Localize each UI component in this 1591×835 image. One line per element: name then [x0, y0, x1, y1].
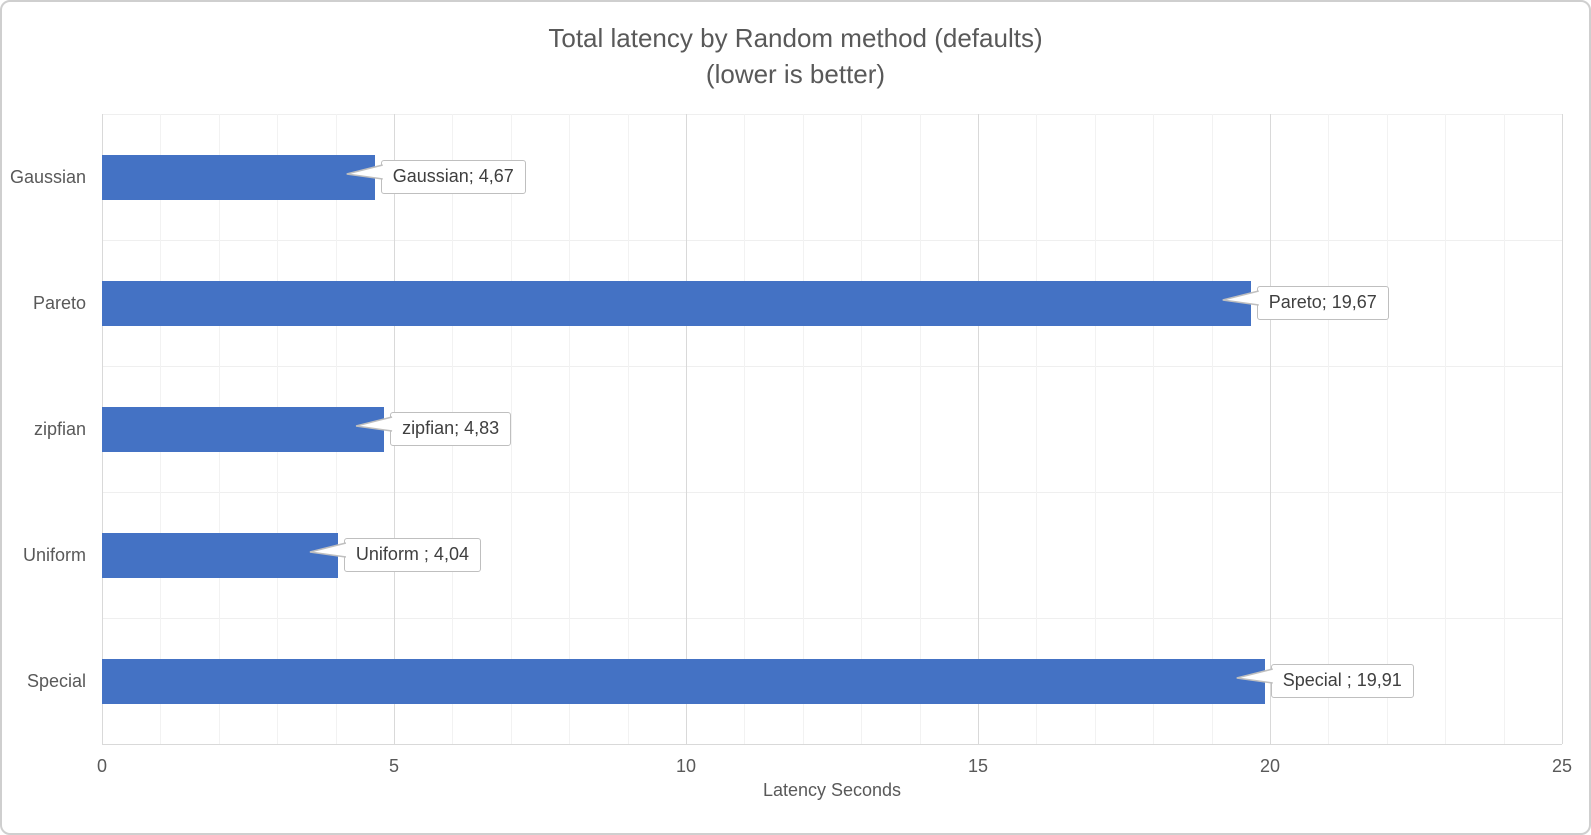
gridline-vertical-minor: [919, 114, 921, 744]
x-tick-15: 15: [967, 756, 989, 776]
gridline-vertical-minor: [1211, 114, 1213, 744]
category-label-uniform: Uniform: [22, 545, 86, 565]
x-tick-25: 25: [1551, 756, 1573, 776]
x-tick-5: 5: [388, 756, 399, 776]
gridline-vertical-minor: [510, 114, 512, 744]
gridline-horizontal: [102, 114, 1562, 115]
x-axis-title: Latency Seconds: [762, 780, 902, 800]
bar-uniform[interactable]: [102, 532, 338, 578]
data-label-callout-zipfian[interactable]: zipfian; 4,83: [390, 412, 512, 446]
gridline-horizontal: [102, 240, 1562, 241]
gridline-vertical-minor: [1445, 114, 1447, 744]
gridline-vertical-minor: [627, 114, 629, 744]
gridline-vertical-minor: [744, 114, 746, 744]
bar-pareto[interactable]: [102, 280, 1251, 326]
data-label-callout-pareto[interactable]: Pareto; 19,67: [1256, 286, 1389, 320]
chart-title-block: Total latency by Random method (defaults…: [2, 20, 1589, 92]
data-label-callout-uniform[interactable]: Uniform ; 4,04: [343, 538, 481, 572]
gridline-vertical-major: [1562, 114, 1563, 744]
x-tick-10: 10: [675, 756, 697, 776]
bar-zipfian[interactable]: [102, 406, 385, 452]
category-label-special: Special: [26, 671, 86, 691]
bar-special[interactable]: [102, 658, 1265, 704]
gridline-vertical-minor: [1094, 114, 1096, 744]
gridline-vertical-major: [978, 114, 979, 744]
data-label-callout-special[interactable]: Special ; 19,91: [1270, 664, 1414, 698]
gridline-vertical-minor: [1153, 114, 1155, 744]
gridline-vertical-major: [686, 114, 687, 744]
gridline-vertical-minor: [1503, 114, 1505, 744]
gridline-horizontal: [102, 492, 1562, 493]
x-tick-20: 20: [1259, 756, 1281, 776]
gridline-vertical-minor: [1036, 114, 1038, 744]
gridline-horizontal: [102, 744, 1562, 745]
category-label-pareto: Pareto: [32, 293, 86, 313]
category-label-zipfian: zipfian: [33, 419, 86, 439]
gridline-horizontal: [102, 366, 1562, 367]
chart-title: Total latency by Random method (defaults…: [548, 23, 1043, 53]
gridline-horizontal: [102, 618, 1562, 619]
gridline-vertical-minor: [569, 114, 571, 744]
chart-subtitle: (lower is better): [705, 59, 886, 89]
gridline-vertical-minor: [1328, 114, 1330, 744]
x-tick-0: 0: [96, 756, 107, 776]
gridline-vertical-minor: [1386, 114, 1388, 744]
gridline-vertical-minor: [861, 114, 863, 744]
bar-gaussian[interactable]: [102, 154, 375, 200]
data-label-callout-gaussian[interactable]: Gaussian; 4,67: [380, 160, 526, 194]
gridline-vertical-major: [1270, 114, 1271, 744]
gridline-vertical-minor: [802, 114, 804, 744]
category-label-gaussian: Gaussian: [9, 167, 86, 187]
